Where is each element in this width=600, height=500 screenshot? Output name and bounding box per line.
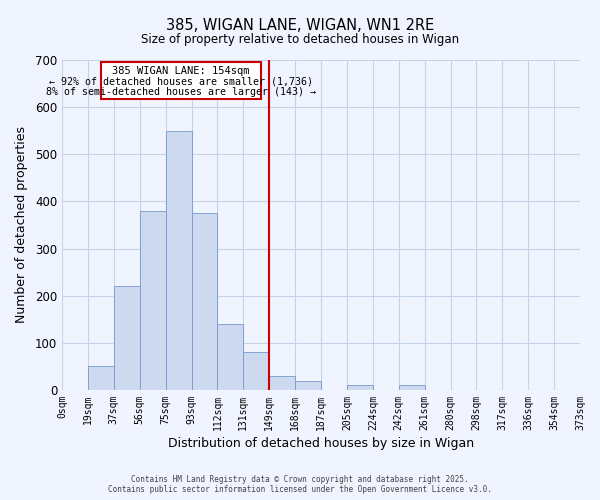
- Bar: [217, 324, 244, 390]
- Bar: [140, 211, 166, 390]
- Bar: [347, 385, 373, 390]
- Bar: [244, 352, 269, 390]
- Text: 385, WIGAN LANE, WIGAN, WN1 2RE: 385, WIGAN LANE, WIGAN, WN1 2RE: [166, 18, 434, 32]
- Bar: [166, 130, 191, 390]
- Text: Contains HM Land Registry data © Crown copyright and database right 2025.
Contai: Contains HM Land Registry data © Crown c…: [108, 474, 492, 494]
- Text: Size of property relative to detached houses in Wigan: Size of property relative to detached ho…: [141, 32, 459, 46]
- FancyBboxPatch shape: [101, 62, 262, 98]
- Bar: [269, 376, 295, 390]
- Bar: [114, 286, 140, 390]
- Y-axis label: Number of detached properties: Number of detached properties: [15, 126, 28, 324]
- Text: 385 WIGAN LANE: 154sqm: 385 WIGAN LANE: 154sqm: [112, 66, 250, 76]
- Bar: [399, 385, 425, 390]
- Bar: [88, 366, 114, 390]
- Bar: [191, 213, 217, 390]
- X-axis label: Distribution of detached houses by size in Wigan: Distribution of detached houses by size …: [168, 437, 474, 450]
- Text: 8% of semi-detached houses are larger (143) →: 8% of semi-detached houses are larger (1…: [46, 88, 316, 98]
- Bar: [295, 380, 321, 390]
- Text: ← 92% of detached houses are smaller (1,736): ← 92% of detached houses are smaller (1,…: [49, 77, 313, 87]
